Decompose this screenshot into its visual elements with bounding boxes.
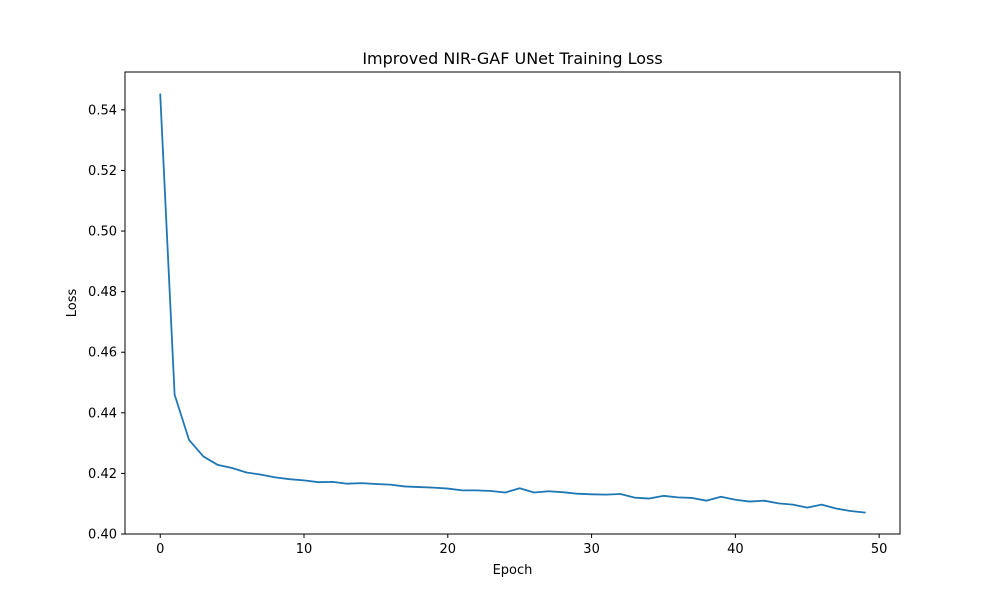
x-tick-label: 40 (727, 542, 744, 557)
series-layer (159, 93, 866, 514)
y-tick-label: 0.48 (88, 285, 117, 300)
loss-series-line (159, 93, 866, 514)
x-tick-label: 50 (871, 542, 888, 557)
x-tick-label: 20 (440, 542, 457, 557)
x-axis-ticks: 0 10 20 30 40 50 (156, 534, 887, 557)
x-tick-label: 10 (296, 542, 313, 557)
y-tick-label: 0.42 (88, 467, 117, 482)
y-tick-label: 0.44 (88, 406, 117, 421)
y-tick-label: 0.40 (88, 528, 117, 543)
x-tick-label: 30 (583, 542, 600, 557)
x-tick-label: 0 (156, 542, 164, 557)
y-tick-label: 0.50 (88, 225, 117, 240)
y-axis-ticks: 0.40 0.42 0.44 0.46 0.48 0.50 0.52 0.54 (88, 103, 125, 543)
x-axis-label: Epoch (493, 563, 533, 578)
y-axis-label: Loss (65, 289, 80, 318)
y-tick-label: 0.54 (88, 103, 117, 118)
axes-frame (124, 71, 901, 535)
y-tick-label: 0.46 (88, 346, 117, 361)
chart-title: Improved NIR-GAF UNet Training Loss (362, 49, 662, 68)
y-tick-label: 0.52 (88, 164, 117, 179)
